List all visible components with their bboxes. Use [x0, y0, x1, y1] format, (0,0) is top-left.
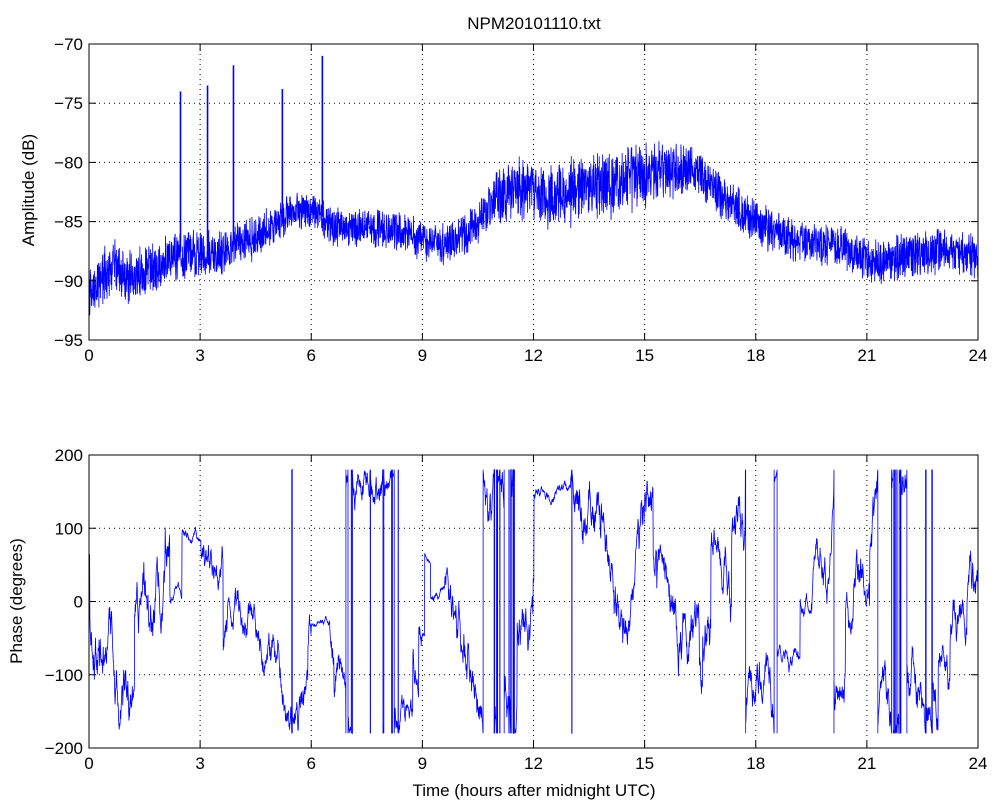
- phase-ticks: 0 3 6 9 12 15 18 21 24 −200 −100 0 100 200: [45, 446, 988, 773]
- y-tick-label: 100: [55, 519, 83, 538]
- phase-series-line: [88, 468, 979, 735]
- x-tick-label: 15: [635, 346, 654, 365]
- x-tick-label: 21: [857, 754, 876, 773]
- y-tick-label: −80: [54, 153, 83, 172]
- y-tick-label: −200: [45, 739, 83, 758]
- x-tick-label: 21: [857, 346, 876, 365]
- x-tick-label: 3: [195, 754, 204, 773]
- x-tick-label: 12: [524, 346, 543, 365]
- x-tick-label: 6: [307, 346, 316, 365]
- y-tick-label: −95: [54, 331, 83, 350]
- amplitude-ticks: 0 3 6 9 12 15 18 21 24 −95 −90 −85 −80 −75 −70: [54, 35, 987, 365]
- x-tick-label: 12: [524, 754, 543, 773]
- x-tick-label: 15: [635, 754, 654, 773]
- y-tick-label: −100: [45, 666, 83, 685]
- amplitude-series-line: [88, 141, 979, 316]
- x-tick-label: 24: [969, 346, 988, 365]
- x-tick-label: 6: [307, 754, 316, 773]
- y-tick-label: 200: [55, 446, 83, 465]
- y-tick-label: 0: [74, 593, 83, 612]
- amplitude-grid: [89, 44, 978, 340]
- x-tick-label: 0: [84, 346, 93, 365]
- x-tick-label: 18: [746, 754, 765, 773]
- time-axis-label: Time (hours after midnight UTC): [412, 781, 655, 800]
- x-tick-label: 18: [746, 346, 765, 365]
- amplitude-plot-area: [88, 55, 979, 316]
- phase-panel: Phase (degrees) Time (hours after midnig…: [7, 446, 987, 800]
- y-tick-label: −90: [54, 272, 83, 291]
- y-tick-label: −75: [54, 94, 83, 113]
- chart-title: NPM20101110.txt: [467, 14, 601, 33]
- x-tick-label: 3: [195, 346, 204, 365]
- y-tick-label: −70: [54, 35, 83, 54]
- phase-plot-area: [88, 468, 979, 735]
- amplitude-axis-label: Amplitude (dB): [19, 134, 38, 246]
- x-tick-label: 9: [418, 754, 427, 773]
- phase-axis-label: Phase (degrees): [7, 538, 26, 664]
- y-tick-label: −85: [54, 213, 83, 232]
- amplitude-panel: Amplitude (dB) 0 3 6 9 12 15 18 21 24 −95 −90 −85 −8…: [19, 35, 987, 365]
- x-tick-label: 9: [418, 346, 427, 365]
- x-tick-label: 24: [969, 754, 988, 773]
- phase-grid: [89, 455, 978, 748]
- x-tick-label: 0: [84, 754, 93, 773]
